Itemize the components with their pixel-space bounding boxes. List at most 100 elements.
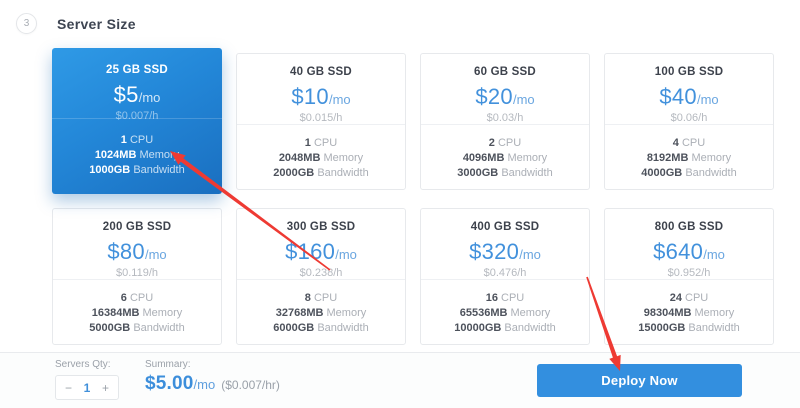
plan-specs: 8 CPU 32768MB Memory 6000GB Bandwidth	[237, 280, 405, 346]
spec-bandwidth: 15000GB Bandwidth	[638, 322, 740, 334]
plan-hourly-price: $0.06/h	[670, 112, 708, 124]
spec-cpu: 2 CPU	[488, 137, 522, 149]
summary-group: Summary: $5.00/mo ($0.007/hr)	[145, 359, 280, 395]
summary-label: Summary:	[145, 359, 191, 370]
page-title: Server Size	[57, 15, 136, 32]
plan-price: $20	[475, 84, 513, 109]
spec-memory: 2048MB Memory	[278, 152, 364, 164]
spec-cpu: 1 CPU	[304, 137, 338, 149]
plan-price-line: $20/mo	[421, 84, 589, 110]
spec-memory: 4096MB Memory	[462, 152, 548, 164]
plan-storage: 400 GB SSD	[470, 221, 540, 233]
plan-card-800gb-ssd[interactable]: 800 GB SSD $640/mo $0.952/h 24 CPU 98304…	[604, 208, 774, 345]
plan-price-period: /mo	[144, 247, 167, 262]
spec-cpu: 1 CPU	[120, 134, 154, 146]
plan-hourly-price: $0.476/h	[483, 267, 527, 279]
plan-price-period: /mo	[138, 90, 161, 105]
plan-card-100gb-ssd[interactable]: 100 GB SSD $40/mo $0.06/h 4 CPU 8192MB M…	[604, 53, 774, 190]
plan-price-line: $40/mo	[605, 84, 773, 110]
plan-specs: 6 CPU 16384MB Memory 5000GB Bandwidth	[53, 280, 221, 346]
plan-price: $320	[469, 239, 520, 264]
plan-card-top: 60 GB SSD $20/mo $0.03/h	[421, 54, 589, 124]
plan-price-period: /mo	[335, 247, 357, 262]
plan-price-line: $640/mo	[605, 239, 773, 265]
plan-specs: 2 CPU 4096MB Memory 3000GB Bandwidth	[421, 125, 589, 191]
plan-storage: 200 GB SSD	[102, 221, 172, 233]
plan-card-25gb-ssd[interactable]: 25 GB SSD $5/mo $0.007/h 1 CPU 1024MB Me…	[52, 48, 222, 194]
plan-price-period: /mo	[696, 92, 719, 107]
spec-cpu: 8 CPU	[304, 292, 338, 304]
spec-bandwidth: 10000GB Bandwidth	[454, 322, 556, 334]
plan-card-top: 800 GB SSD $640/mo $0.952/h	[605, 209, 773, 279]
plan-price: $80	[107, 239, 145, 264]
plan-specs: 1 CPU 2048MB Memory 2000GB Bandwidth	[237, 125, 405, 191]
quantity-stepper[interactable]: − 1 +	[55, 375, 119, 400]
card-divider	[421, 279, 589, 280]
plan-card-200gb-ssd[interactable]: 200 GB SSD $80/mo $0.119/h 6 CPU 16384MB…	[52, 208, 222, 345]
spec-cpu: 16 CPU	[485, 292, 525, 304]
spec-cpu: 24 CPU	[669, 292, 709, 304]
plan-storage: 800 GB SSD	[654, 221, 724, 233]
plan-card-top: 100 GB SSD $40/mo $0.06/h	[605, 54, 773, 124]
plan-storage: 60 GB SSD	[474, 66, 536, 78]
plan-hourly-price: $0.952/h	[667, 267, 711, 279]
card-divider	[605, 279, 773, 280]
plan-price-line: $80/mo	[53, 239, 221, 265]
plan-price: $640	[653, 239, 704, 264]
plan-card-top: 400 GB SSD $320/mo $0.476/h	[421, 209, 589, 279]
deploy-now-button[interactable]: Deploy Now	[537, 364, 742, 397]
plan-hourly-price: $0.007/h	[115, 110, 159, 122]
plan-card-60gb-ssd[interactable]: 60 GB SSD $20/mo $0.03/h 2 CPU 4096MB Me…	[420, 53, 590, 190]
spec-memory: 98304MB Memory	[643, 307, 735, 319]
plan-price-period: /mo	[703, 247, 725, 262]
plan-price-line: $320/mo	[421, 239, 589, 265]
qty-increase-button[interactable]: +	[101, 380, 109, 395]
plan-price: $5	[113, 82, 139, 107]
spec-cpu: 6 CPU	[120, 292, 154, 304]
servers-qty-label: Servers Qty:	[55, 359, 111, 370]
summary-price-line: $5.00/mo ($0.007/hr)	[145, 373, 280, 395]
plan-price-period: /mo	[512, 92, 535, 107]
card-divider	[237, 124, 405, 125]
plan-grid: 25 GB SSD $5/mo $0.007/h 1 CPU 1024MB Me…	[52, 48, 774, 345]
plan-price-line: $10/mo	[237, 84, 405, 110]
spec-memory: 16384MB Memory	[91, 307, 183, 319]
card-divider	[421, 124, 589, 125]
plan-price-line: $160/mo	[237, 239, 405, 265]
qty-value: 1	[83, 380, 91, 395]
summary-monthly-price: $5.00	[145, 373, 194, 394]
plan-card-300gb-ssd[interactable]: 300 GB SSD $160/mo $0.238/h 8 CPU 32768M…	[236, 208, 406, 345]
qty-decrease-button[interactable]: −	[65, 380, 73, 395]
plan-card-40gb-ssd[interactable]: 40 GB SSD $10/mo $0.015/h 1 CPU 2048MB M…	[236, 53, 406, 190]
plan-storage: 100 GB SSD	[654, 66, 724, 78]
plan-hourly-price: $0.015/h	[299, 112, 343, 124]
spec-memory: 1024MB Memory	[94, 149, 180, 161]
plan-storage: 40 GB SSD	[290, 66, 352, 78]
plan-specs: 16 CPU 65536MB Memory 10000GB Bandwidth	[421, 280, 589, 346]
plan-price: $160	[285, 239, 336, 264]
step-header: 3 Server Size	[16, 13, 136, 34]
spec-bandwidth: 4000GB Bandwidth	[641, 167, 737, 179]
spec-bandwidth: 2000GB Bandwidth	[273, 167, 369, 179]
plan-hourly-price: $0.238/h	[299, 267, 343, 279]
plan-price: $10	[291, 84, 329, 109]
plan-card-top: 40 GB SSD $10/mo $0.015/h	[237, 54, 405, 124]
plan-storage: 300 GB SSD	[286, 221, 356, 233]
spec-memory: 8192MB Memory	[646, 152, 732, 164]
card-divider	[52, 118, 222, 119]
plan-card-top: 25 GB SSD $5/mo $0.007/h	[52, 48, 222, 122]
summary-hourly-price: ($0.007/hr)	[221, 378, 280, 392]
plan-card-top: 300 GB SSD $160/mo $0.238/h	[237, 209, 405, 279]
plan-card-400gb-ssd[interactable]: 400 GB SSD $320/mo $0.476/h 16 CPU 65536…	[420, 208, 590, 345]
plan-card-top: 200 GB SSD $80/mo $0.119/h	[53, 209, 221, 279]
summary-price-period: /mo	[193, 377, 216, 392]
plan-hourly-price: $0.119/h	[115, 267, 158, 279]
plan-price-period: /mo	[519, 247, 541, 262]
spec-cpu: 4 CPU	[672, 137, 706, 149]
deploy-footer-bar: Servers Qty: − 1 + Summary: $5.00/mo ($0.…	[0, 352, 800, 408]
plan-specs: 1 CPU 1024MB Memory 1000GB Bandwidth	[52, 119, 222, 185]
plan-specs: 24 CPU 98304MB Memory 15000GB Bandwidth	[605, 280, 773, 346]
plan-price-line: $5/mo	[52, 82, 222, 108]
plan-specs: 4 CPU 8192MB Memory 4000GB Bandwidth	[605, 125, 773, 191]
card-divider	[237, 279, 405, 280]
